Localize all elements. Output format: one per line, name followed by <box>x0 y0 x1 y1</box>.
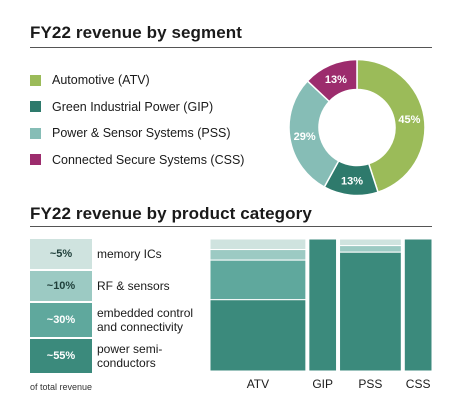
mekko-cell-atv-3 <box>210 299 307 371</box>
legend-swatch-atv <box>30 74 41 86</box>
legend-item-pss: Power & Sensor Systems (PSS) <box>30 124 244 142</box>
donut-slice-atv <box>356 58 426 194</box>
mekko-cell-pss-3 <box>339 251 402 371</box>
category-name-rf: RF & sensors <box>97 278 170 293</box>
category-share-memory: ~5% <box>30 239 92 269</box>
title-rule-top <box>30 47 432 48</box>
mekko-cell-atv-1 <box>210 249 307 261</box>
legend-label-css: Connected Secure Systems (CSS) <box>52 152 245 167</box>
legend-label-atv: Automotive (ATV) <box>52 73 150 87</box>
legend-label-gip: Green Industrial Power (GIP) <box>52 99 214 114</box>
segment-chart-title: FY22 revenue by segment <box>30 23 243 42</box>
legend-swatch-gip <box>30 101 41 112</box>
category-mekko-chart <box>210 239 432 371</box>
mekko-xlabel-gip: GIP <box>312 377 334 391</box>
share-footnote: of total revenue <box>30 382 93 392</box>
category-share-embedded: ~30% <box>30 302 92 337</box>
segment-donut-chart: 45% 13% 29% 13% <box>288 58 426 197</box>
category-name-power: power semi- conductors <box>97 341 163 370</box>
donut-label-pss: 29% <box>294 131 316 143</box>
segment-legend: Automotive (ATV) Green Industrial Power … <box>30 71 244 177</box>
donut-slice-pss <box>288 79 340 189</box>
mekko-cell-pss-0 <box>339 239 402 247</box>
mekko-xlabel-css: CSS <box>405 377 431 391</box>
title-rule-bottom <box>30 226 432 227</box>
legend-item-css: Connected Secure Systems (CSS) <box>30 151 244 169</box>
mekko-cell-pss-1 <box>339 245 402 253</box>
donut-label-gip: 13% <box>341 175 363 187</box>
category-name-embedded: embedded control and connectivity <box>97 305 194 334</box>
mekko-cell-css-3 <box>403 239 432 371</box>
mekko-xlabel-pss: PSS <box>358 377 383 391</box>
donut-label-atv: 45% <box>398 114 420 126</box>
donut-label-css: 13% <box>325 74 347 86</box>
donut-slice-css <box>306 58 358 103</box>
mekko-xlabel-atv: ATV <box>246 377 270 391</box>
mekko-cell-atv-2 <box>210 259 307 301</box>
category-chart-title: FY22 revenue by product category <box>30 204 312 223</box>
legend-item-atv: Automotive (ATV) <box>30 71 244 89</box>
legend-label-pss: Power & Sensor Systems (PSS) <box>52 126 231 140</box>
legend-swatch-css <box>30 154 41 165</box>
legend-swatch-pss <box>30 127 41 139</box>
category-share-rf: ~10% <box>30 270 92 301</box>
legend-item-gip: Green Industrial Power (GIP) <box>30 98 244 116</box>
mekko-cell-atv-0 <box>210 239 307 251</box>
category-name-memory: memory ICs <box>97 246 162 261</box>
mekko-cell-gip-3 <box>308 239 338 371</box>
category-share-power: ~55% <box>30 338 92 373</box>
